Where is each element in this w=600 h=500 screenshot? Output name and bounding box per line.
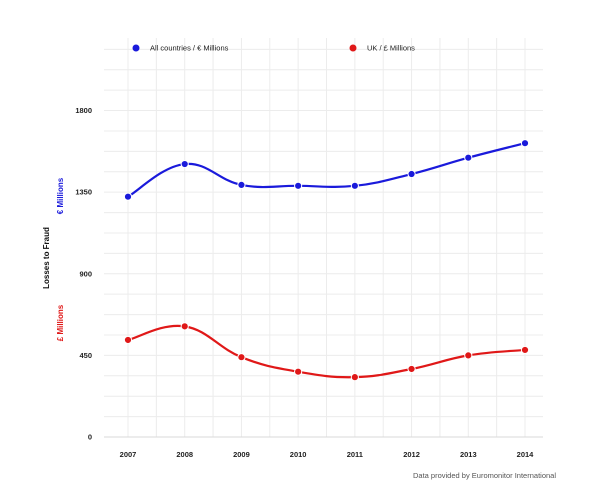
source-credit: Data provided by Euromonitor Internation… <box>413 471 556 480</box>
legend-label-all-countries: All countries / € Millions <box>150 44 229 53</box>
legend-marker-uk <box>349 44 357 52</box>
y-tick-label: 900 <box>79 269 92 278</box>
data-point-all-countries-2008[interactable] <box>180 159 189 169</box>
data-point-all-countries-2009[interactable] <box>237 180 246 190</box>
y-axis-title-main: Losses to Fraud <box>42 227 51 289</box>
data-point-all-countries-2013[interactable] <box>464 153 473 162</box>
data-point-uk-2008[interactable] <box>180 322 189 331</box>
data-point-uk-2009[interactable] <box>237 353 246 362</box>
y-tick-label: 0 <box>88 433 92 442</box>
y-tick-label: 1800 <box>75 106 92 115</box>
x-tick-label: 2011 <box>347 450 363 459</box>
data-point-uk-2010[interactable] <box>294 367 303 376</box>
data-point-uk-2014[interactable] <box>520 345 530 355</box>
x-tick-label: 2008 <box>176 450 193 459</box>
data-point-uk-2012[interactable] <box>407 364 416 374</box>
series-lines <box>123 139 530 382</box>
data-point-uk-2007[interactable] <box>123 335 133 345</box>
data-point-all-countries-2011[interactable] <box>350 181 359 190</box>
x-tick-label: 2007 <box>120 450 137 459</box>
data-point-uk-2013[interactable] <box>464 351 473 360</box>
data-point-all-countries-2012[interactable] <box>407 169 416 179</box>
y-axis-title-pound: £ Millions <box>56 304 65 341</box>
x-tick-label: 2010 <box>290 450 307 459</box>
legend: All countries / € Millions UK / £ Millio… <box>132 44 415 53</box>
legend-marker-all-countries <box>132 44 140 52</box>
grid <box>104 38 543 438</box>
y-axis-title-euro: € Millions <box>56 177 65 214</box>
x-tick-label: 2012 <box>403 450 420 459</box>
x-tick-label: 2013 <box>460 450 477 459</box>
y-tick-label: 450 <box>79 351 92 360</box>
x-axis-ticks: 2007 2008 2009 2010 2011 2012 2013 2014 <box>120 450 535 459</box>
data-point-all-countries-2010[interactable] <box>294 181 303 190</box>
data-point-uk-2011[interactable] <box>350 373 359 382</box>
x-tick-label: 2009 <box>233 450 250 459</box>
x-tick-label: 2014 <box>517 450 535 459</box>
legend-label-uk: UK / £ Millions <box>367 44 415 53</box>
data-point-all-countries-2014[interactable] <box>520 139 530 148</box>
series-line-uk <box>127 324 526 379</box>
data-point-all-countries-2007[interactable] <box>123 192 133 201</box>
y-axis-titles: € Millions Losses to Fraud £ Millions <box>42 177 65 341</box>
y-axis-ticks: 0 450 900 1350 1800 <box>75 106 92 441</box>
y-tick-label: 1350 <box>75 188 92 197</box>
